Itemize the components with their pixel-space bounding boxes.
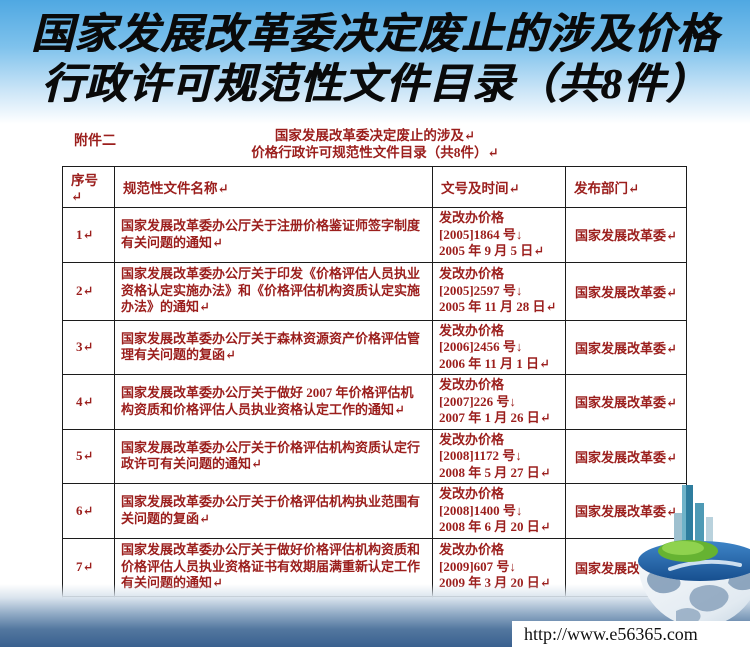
cell-dept: 国家发展改革委↵ ↵: [565, 319, 687, 375]
cell-name: 国家发展改革委办公厅关于价格评估机构资质认定行政许可有关问题的通知↵: [114, 428, 433, 484]
cell-docnum: 发改办价格 [2006]2456 号↓ 2006 年 11 月 1 日↵: [432, 319, 566, 375]
document-title-line2: 价格行政许可规范性文件目录（共8件）↵: [251, 145, 499, 160]
cell-name: 国家发展改革委办公厅关于价格评估机构执业范围有关问题的复函↵: [114, 483, 433, 539]
cell-name: 国家发展改革委办公厅关于印发《价格评估人员执业资格认定实施办法》和《价格评估机构…: [114, 261, 433, 321]
col-header-name: 规范性文件名称↵: [114, 166, 433, 208]
page-title-line2: 行政许可规范性文件目录（共8件）: [41, 62, 709, 108]
col-header-dept: 发布部门↵ ↵: [565, 166, 687, 208]
col-header-no: 序号↵: [62, 166, 115, 208]
cell-no: 1↵: [62, 207, 115, 263]
cell-dept: 国家发展改革委↵ ↵: [565, 428, 687, 484]
cell-docnum: 发改办价格 [2008]1172 号↓ 2008 年 5 月 27 日↵: [432, 428, 566, 484]
page-title-line1: 国家发展改革委决定废止的涉及价格: [30, 12, 719, 58]
cell-no: 4↵: [62, 374, 115, 430]
cell-name: 国家发展改革委办公厅关于做好 2007 年价格评估机构资质和价格评估人员执业资格…: [114, 374, 433, 430]
col-header-docnum: 文号及时间↵: [432, 166, 566, 208]
cell-dept: 国家发展改革委↵ ↵: [565, 207, 687, 263]
top-gradient-banner: 国家发展改革委决定废止的涉及价格 行政许可规范性文件目录（共8件）: [0, 0, 750, 124]
table-row: 2↵ 国家发展改革委办公厅关于印发《价格评估人员执业资格认定实施办法》和《价格评…: [62, 261, 687, 321]
cell-no: 5↵: [62, 428, 115, 484]
document-area: 附件二 国家发展改革委决定废止的涉及↵ 价格行政许可规范性文件目录（共8件）↵ …: [62, 127, 688, 647]
cell-no: 6↵: [62, 483, 115, 539]
cell-dept: 国家发展改革委↵ ↵: [565, 261, 687, 321]
table-row: 3↵ 国家发展改革委办公厅关于森林资源资产价格评估管理有关问题的复函↵ 发改办价…: [62, 319, 687, 375]
table-row: 4↵ 国家发展改革委办公厅关于做好 2007 年价格评估机构资质和价格评估人员执…: [62, 374, 687, 430]
table-row: 6↵ 国家发展改革委办公厅关于价格评估机构执业范围有关问题的复函↵ 发改办价格 …: [62, 483, 687, 539]
cell-no: 2↵: [62, 261, 115, 321]
cell-docnum: 发改办价格 [2007]226 号↓ 2007 年 1 月 26 日↵: [432, 374, 566, 430]
globe-city-icon: [638, 485, 750, 634]
cell-docnum: 发改办价格 [2005]2597 号↓ 2005 年 11 月 28 日↵: [432, 261, 566, 321]
cell-dept: 国家发展改革委↵ ↵: [565, 483, 687, 539]
cell-name: 国家发展改革委办公厅关于注册价格鉴证师签字制度有关问题的通知↵: [114, 207, 433, 263]
document-title-line1: 国家发展改革委决定废止的涉及↵: [274, 128, 476, 143]
table-row: 1↵ 国家发展改革委办公厅关于注册价格鉴证师签字制度有关问题的通知↵ 发改办价格…: [62, 207, 687, 263]
table-row: 5↵ 国家发展改革委办公厅关于价格评估机构资质认定行政许可有关问题的通知↵ 发改…: [62, 428, 687, 484]
globe-city-graphic: [636, 477, 750, 635]
cell-no: 3↵: [62, 319, 115, 375]
col-header-dept-label: 发布部门↵: [574, 181, 640, 196]
cell-docnum: 发改办价格 [2008]1400 号↓ 2008 年 6 月 20 日↵: [432, 483, 566, 539]
page-title: 国家发展改革委决定废止的涉及价格 行政许可规范性文件目录（共8件）: [0, 0, 750, 110]
cell-docnum: 发改办价格 [2005]1864 号↓ 2005 年 9 月 5 日↵: [432, 207, 566, 263]
attachment-label: 附件二: [74, 134, 116, 149]
document-title: 国家发展改革委决定废止的涉及↵ 价格行政许可规范性文件目录（共8件）↵: [62, 127, 688, 161]
website-url: http://www.e56365.com: [512, 621, 750, 647]
website-url-text: http://www.e56365.com: [524, 624, 698, 644]
table-header-row: 序号↵ 规范性文件名称↵ 文号及时间↵ 发布部门↵ ↵: [62, 166, 687, 208]
cell-name: 国家发展改革委办公厅关于森林资源资产价格评估管理有关问题的复函↵: [114, 319, 433, 375]
documents-table: 序号↵ 规范性文件名称↵ 文号及时间↵ 发布部门↵ ↵ 1↵ 国家发展改革委办公…: [62, 166, 687, 647]
cell-dept: 国家发展改革委↵ ↵: [565, 374, 687, 430]
